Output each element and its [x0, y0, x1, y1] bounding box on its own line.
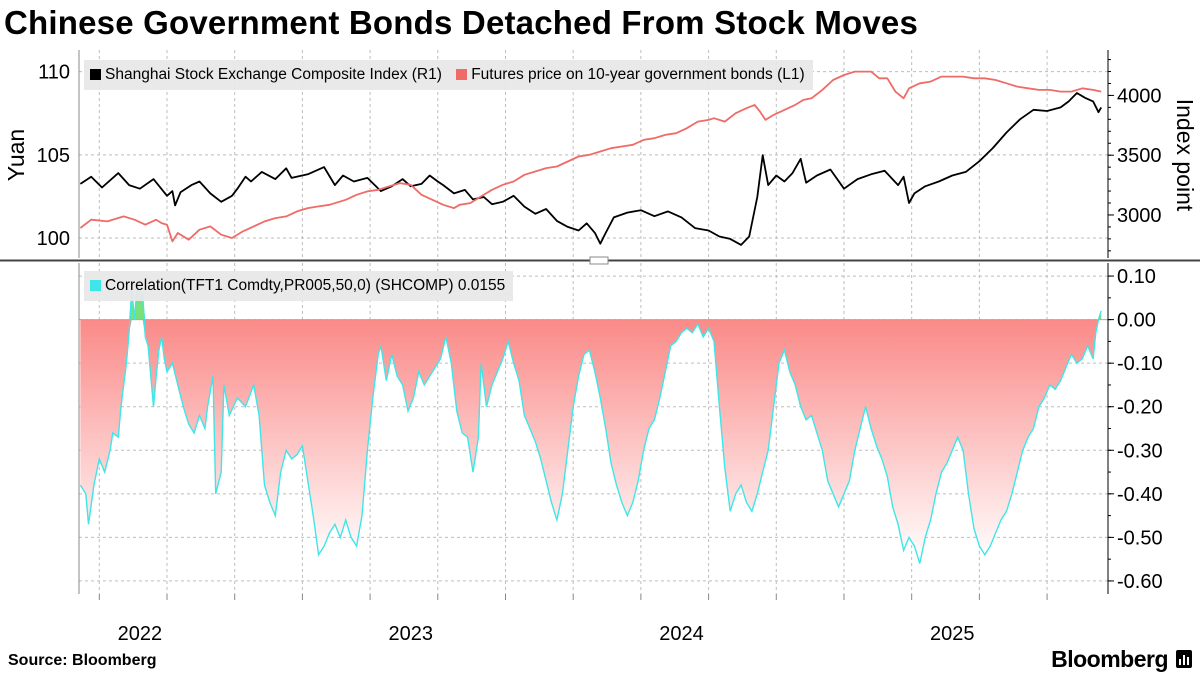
- bottom-axis-tick-label: 0.00: [1117, 310, 1156, 332]
- left-axis-title: Yuan: [3, 129, 29, 181]
- bloomberg-terminal-icon: [1176, 650, 1192, 668]
- bottom-axis-tick-label: -0.20: [1117, 397, 1163, 419]
- bottom-axis-tick-label: -0.50: [1117, 527, 1163, 549]
- bottom-legend: Correlation(TFT1 Comdty,PR005,50,0) (SHC…: [84, 271, 514, 301]
- legend-swatch-bond: [456, 69, 468, 80]
- legend-swatch-correlation: [90, 280, 101, 291]
- x-axis-year-label: 2023: [388, 623, 433, 645]
- legend-label-bond: Futures price on 10-year government bond…: [471, 66, 805, 83]
- series-line-layer: [79, 70, 1102, 564]
- x-axis-year-label: 2022: [118, 623, 163, 645]
- grid-layer: [79, 50, 1108, 594]
- right-axis-tick-label: 3500: [1117, 145, 1162, 167]
- axis-layer: [0, 50, 1200, 600]
- left-axis-tick-label: 110: [38, 62, 70, 84]
- correlation-area-layer: [79, 284, 1108, 564]
- legend-label-stock: Shanghai Stock Exchange Composite Index …: [105, 66, 442, 83]
- right-axis-tick-label: 3000: [1117, 205, 1162, 227]
- bottom-axis-tick-label: -0.10: [1117, 353, 1163, 375]
- legend-item-stock-index: Shanghai Stock Exchange Composite Index …: [90, 64, 442, 86]
- x-axis-year-label: 2025: [930, 623, 975, 645]
- correlation-line: [79, 284, 1102, 564]
- bond-futures-line: [79, 70, 1102, 243]
- legend-swatch-stock: [90, 69, 101, 80]
- legend-item-correlation: Correlation(TFT1 Comdty,PR005,50,0) (SHC…: [90, 275, 505, 297]
- bottom-axis-tick-label: -0.30: [1117, 440, 1163, 462]
- source-note: Source: Bloomberg: [8, 652, 157, 669]
- x-axis-year-label: 2024: [659, 623, 704, 645]
- bottom-axis-tick-label: -0.60: [1117, 571, 1163, 593]
- left-axis-tick-label: 100: [37, 228, 70, 250]
- stock-index-line: [79, 92, 1102, 246]
- label-layer: 100 105 110 3000 3500 4000 0.10 0.00 -0.10 -0.20 -…: [3, 62, 1198, 645]
- top-legend: Shanghai Stock Exchange Composite Index …: [84, 60, 813, 90]
- chart-title: Chinese Government Bonds Detached From S…: [4, 4, 919, 41]
- left-axis-tick-label: 105: [37, 145, 70, 167]
- right-axis-title: Index point: [1172, 99, 1198, 212]
- bottom-axis-tick-label: 0.10: [1117, 266, 1156, 288]
- panel-resize-handle: [589, 256, 609, 265]
- bloomberg-logo: Bloomberg: [1051, 646, 1168, 672]
- bottom-axis-tick-label: -0.40: [1117, 484, 1163, 506]
- correlation-negative-fill: [80, 319, 1102, 564]
- right-axis-tick-label: 4000: [1117, 85, 1162, 107]
- legend-label-correlation: Correlation(TFT1 Comdty,PR005,50,0) (SHC…: [105, 277, 506, 294]
- legend-item-bond-futures: Futures price on 10-year government bond…: [456, 64, 805, 86]
